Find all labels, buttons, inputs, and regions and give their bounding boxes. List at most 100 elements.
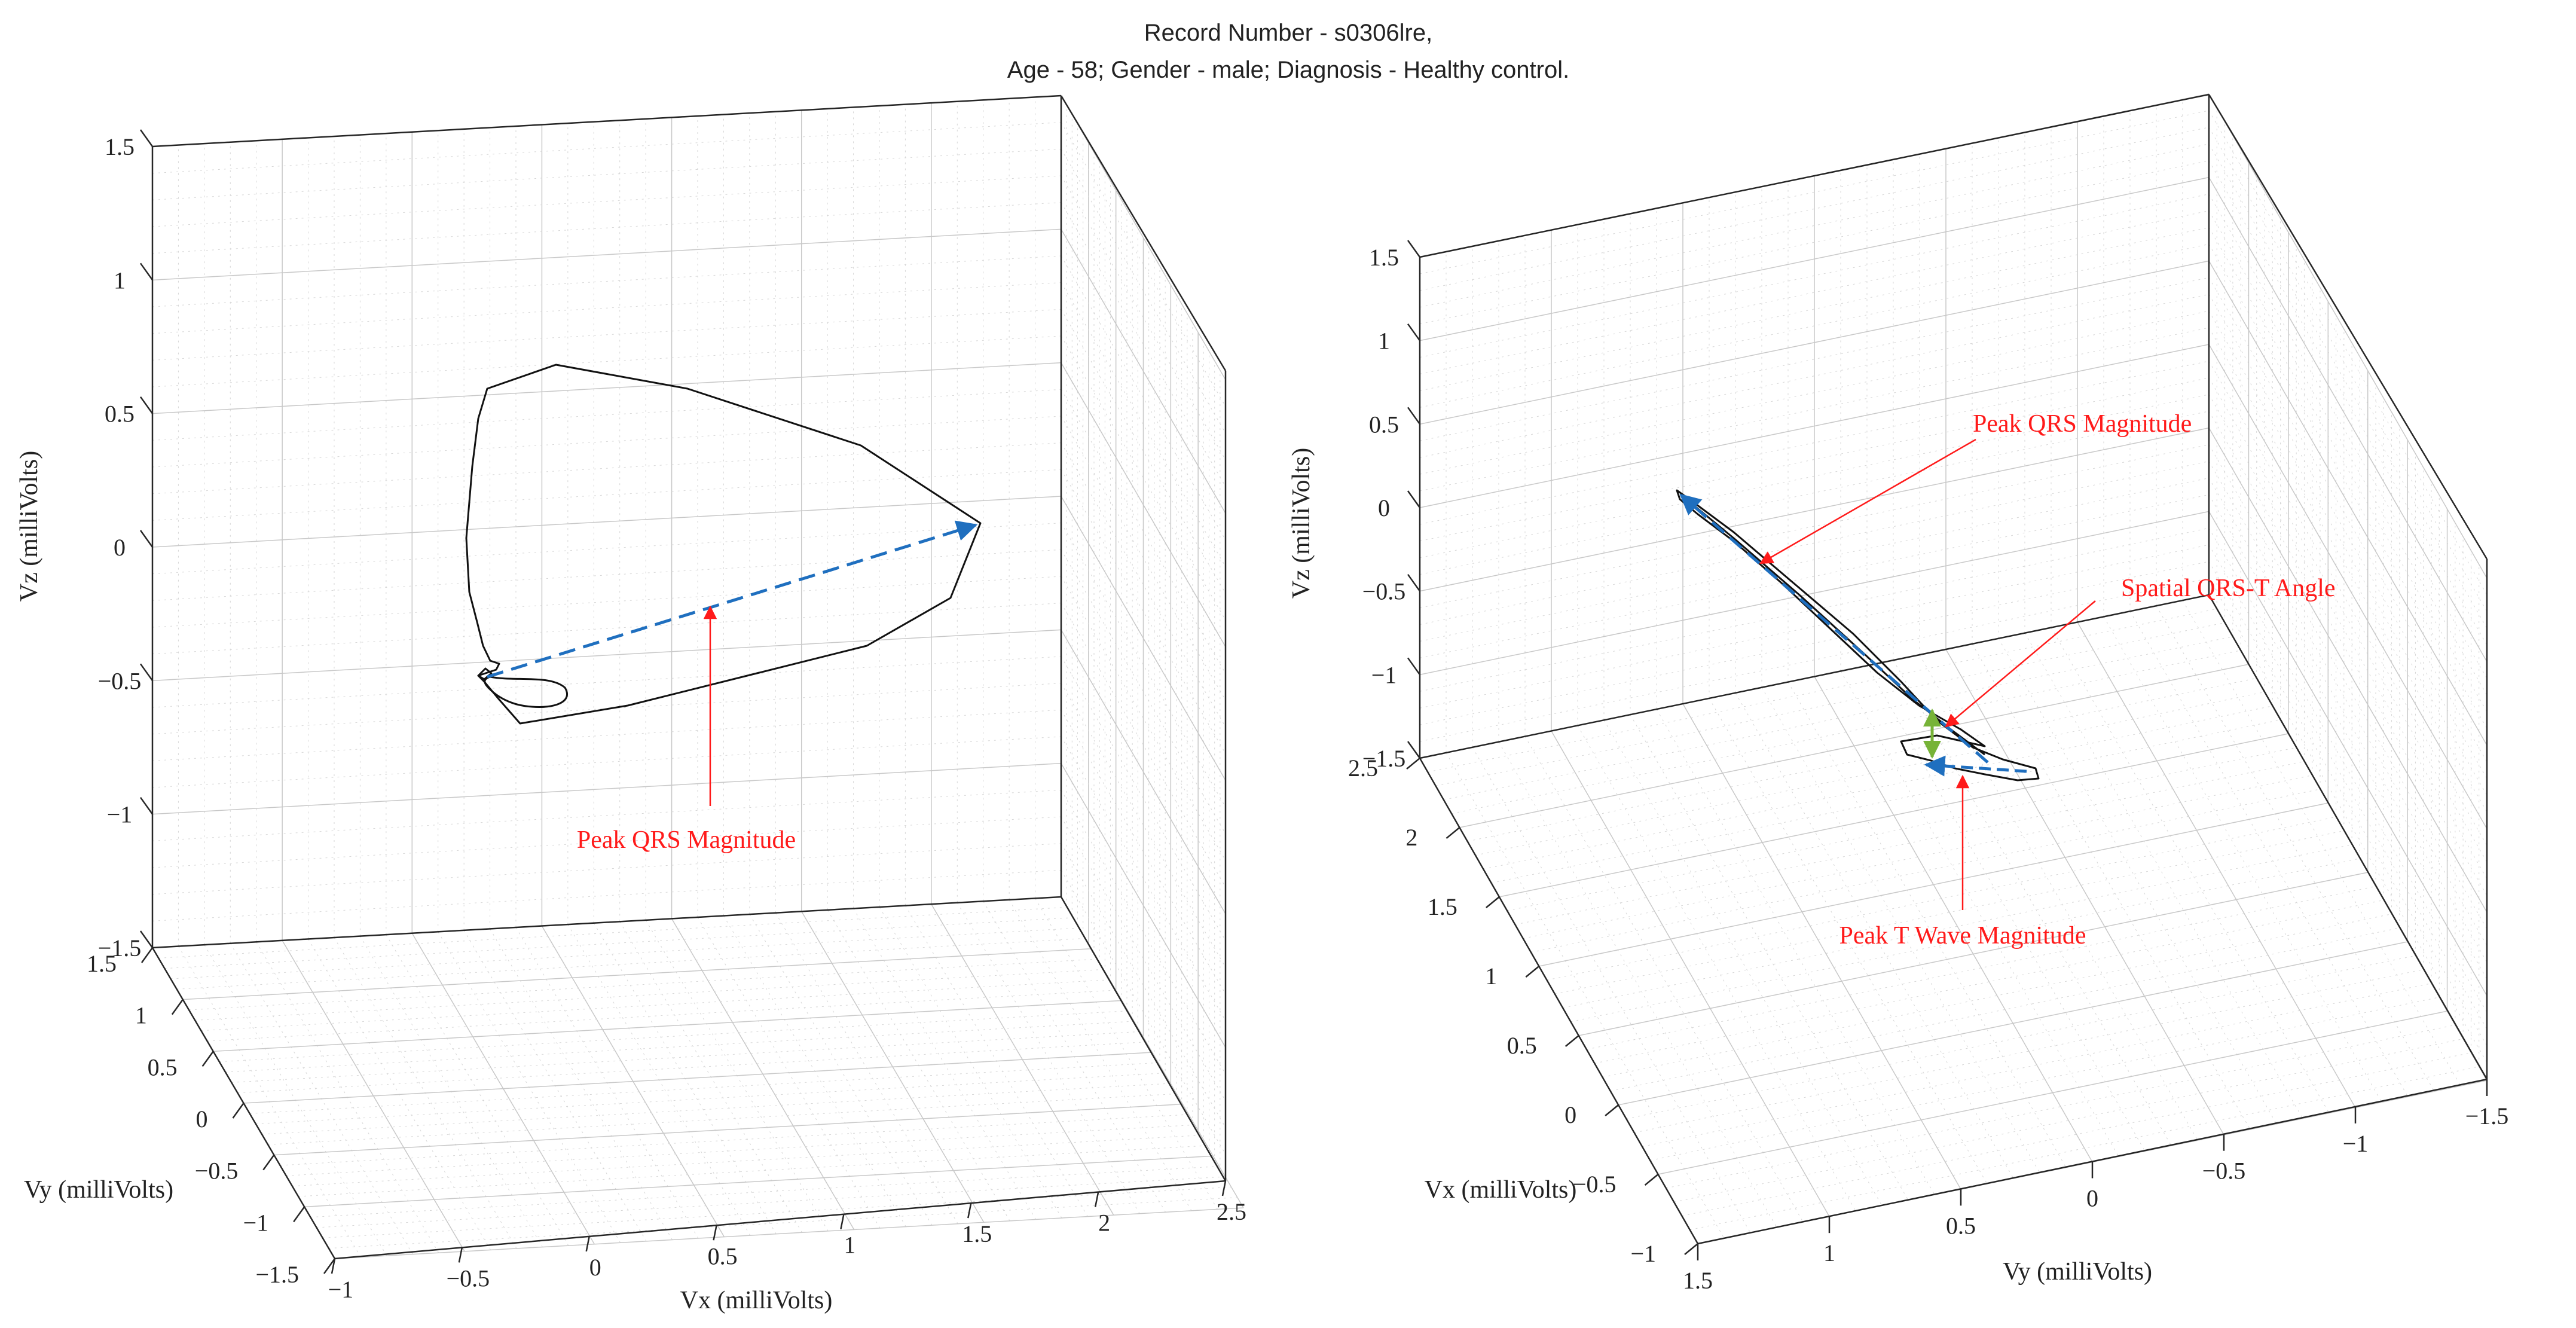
left-x-tick-mark [840, 1214, 845, 1229]
right-floor-x-major-gridline [1618, 941, 2408, 1106]
right-x-tick-mark [1525, 966, 1540, 978]
left-z-tick-mark [139, 663, 154, 682]
left-floor-y-minor-gridline [158, 906, 1068, 958]
left-back-z-minor-gridline [152, 843, 1062, 895]
left-floor-y-minor-gridline [188, 958, 1098, 1010]
left-floor-y-minor-gridline [195, 969, 1104, 1021]
left-floor-y-minor-gridline [255, 1073, 1165, 1125]
right-side-z-minor-gridline [2208, 277, 2488, 762]
right-side-z-minor-gridline [2208, 127, 2488, 612]
left-x-tick-label: 1.5 [962, 1220, 992, 1247]
left-x-tick-label: 0.5 [708, 1242, 738, 1269]
right-x-tick-label: −0.5 [1573, 1171, 1617, 1198]
left-floor-back-edge [152, 896, 1062, 949]
left-x-tick-mark [458, 1247, 463, 1263]
left-floor-y-minor-gridline [237, 1042, 1147, 1094]
right-floor-y-minor-gridline [2182, 600, 2461, 1086]
right-side-z-minor-gridline [2208, 478, 2488, 963]
right-floor-y-minor-gridline [1972, 643, 2251, 1130]
left-z-axis-label: Vz (milliVolts) [16, 451, 43, 602]
left-x-axis-line [334, 1180, 1226, 1260]
right-x-tick-label: 2.5 [1348, 755, 1378, 781]
left-side-z-minor-gridline [1061, 549, 1226, 834]
left-floor-y-major-gridline [274, 1103, 1183, 1156]
left-y-tick-mark [323, 1258, 336, 1274]
left-z-tick-mark [139, 129, 154, 147]
right-floor-y-minor-gridline [1840, 671, 2119, 1157]
right-floor-x-major-gridline [1539, 802, 2329, 967]
left-side-z-major-gridline [1061, 496, 1226, 781]
right-x-tick-mark [1486, 896, 1500, 908]
right-side-z-minor-gridline [2208, 377, 2488, 863]
left-z-tick-label: −0.5 [98, 667, 142, 694]
right-qrs-t-angle-pointer [1945, 600, 2096, 728]
right-floor-y-minor-gridline [2129, 611, 2409, 1097]
right-floor-y-major-gridline [1945, 649, 2224, 1135]
right-side-z-minor-gridline [2208, 561, 2488, 1046]
right-x-tick-mark [1644, 1174, 1659, 1186]
left-side-z-minor-gridline [1061, 843, 1226, 1128]
left-floor-y-minor-gridline [201, 979, 1110, 1031]
left-floor-y-minor-gridline [231, 1031, 1141, 1083]
right-floor-y-major-gridline [2077, 622, 2356, 1108]
right-y-tick-label: 1 [1823, 1240, 1835, 1266]
left-z-axis-ticks: −1.5 −1 −0.5 0 0.5 1 1.5 [98, 129, 154, 961]
left-side-z-minor-gridline [1061, 683, 1226, 967]
left-back-z-minor-gridline [152, 656, 1062, 708]
left-floor-y-minor-gridline [170, 927, 1080, 979]
left-x-tick-mark [713, 1225, 717, 1241]
right-floor-x-major-gridline [1658, 1010, 2447, 1175]
right-x-tick-label: 0.5 [1507, 1032, 1537, 1059]
right-y-tick-label: −0.5 [2202, 1158, 2246, 1184]
right-loop-inner-trace [1682, 495, 1985, 756]
left-side-z-minor-gridline [1061, 202, 1226, 487]
left-back-z-minor-gridline [152, 389, 1062, 441]
left-x-tick-label: 0 [589, 1254, 601, 1281]
left-back-z-minor-gridline [152, 469, 1062, 521]
right-side-z-minor-gridline [2208, 227, 2488, 712]
left-floor-y-major-gridline [182, 948, 1092, 1000]
left-y-tick-mark [171, 999, 184, 1015]
right-side-z-minor-gridline [2208, 327, 2488, 813]
left-loop-origin-detail [477, 667, 493, 680]
right-side-z-minor-gridline [2208, 578, 2488, 1063]
left-side-z-major-gridline [1061, 629, 1226, 914]
right-z-tick-mark [1407, 240, 1421, 258]
right-z-axis-ticks: −1.5 −1 −0.5 0 0.5 1 1.5 [1362, 240, 1421, 772]
left-floor-y-minor-gridline [322, 1186, 1232, 1238]
right-side-z-major-gridline [2208, 344, 2488, 829]
left-z-tick-label: 1 [114, 267, 126, 294]
right-side-z-minor-gridline [2208, 461, 2488, 946]
left-z-tick-mark [139, 396, 154, 414]
left-back-z-minor-gridline [152, 442, 1062, 494]
right-back-z-major-gridline [1419, 176, 2210, 341]
right-side-z-major-gridline [2208, 93, 2488, 579]
right-side-z-minor-gridline [2208, 494, 2488, 979]
right-z-tick-mark [1407, 657, 1421, 676]
right-floor-y-minor-gridline [1866, 665, 2146, 1152]
title-line-1: Record Number - s0306lre, [1144, 20, 1432, 46]
left-back-z-minor-gridline [152, 335, 1062, 387]
right-x-tick-label: 1 [1485, 963, 1497, 990]
right-side-z-minor-gridline [2208, 160, 2488, 645]
left-y-axis-ticks: 1.5 10.5 0 −0.5−1 −1.5 [87, 947, 336, 1288]
right-x-axis-line [1419, 758, 1699, 1244]
right-z-axis-label: Vz (milliVolts) [1288, 448, 1315, 599]
right-floor-y-minor-gridline [1919, 654, 2198, 1141]
right-floor-y-minor-gridline [1472, 747, 1751, 1234]
left-floor-y-minor-gridline [268, 1093, 1177, 1145]
left-t-loop [484, 676, 569, 708]
left-back-z-minor-gridline [152, 255, 1062, 307]
right-y-tick-label: −1.5 [2465, 1103, 2509, 1129]
left-back-z-minor-gridline [152, 122, 1062, 174]
right-floor-x-major-gridline [1578, 872, 2368, 1036]
right-qrs-t-angle-label: Spatial QRS-T Angle [2121, 575, 2336, 602]
left-x-tick-mark [1221, 1180, 1227, 1196]
right-back-right-edge [2208, 94, 2488, 560]
left-back-z-minor-gridline [152, 709, 1062, 761]
left-floor-y-major-gridline [334, 1207, 1244, 1259]
right-z-tick-mark [1407, 741, 1421, 759]
left-y-tick-mark [262, 1154, 275, 1171]
right-x-tick-label: 0 [1564, 1101, 1576, 1128]
